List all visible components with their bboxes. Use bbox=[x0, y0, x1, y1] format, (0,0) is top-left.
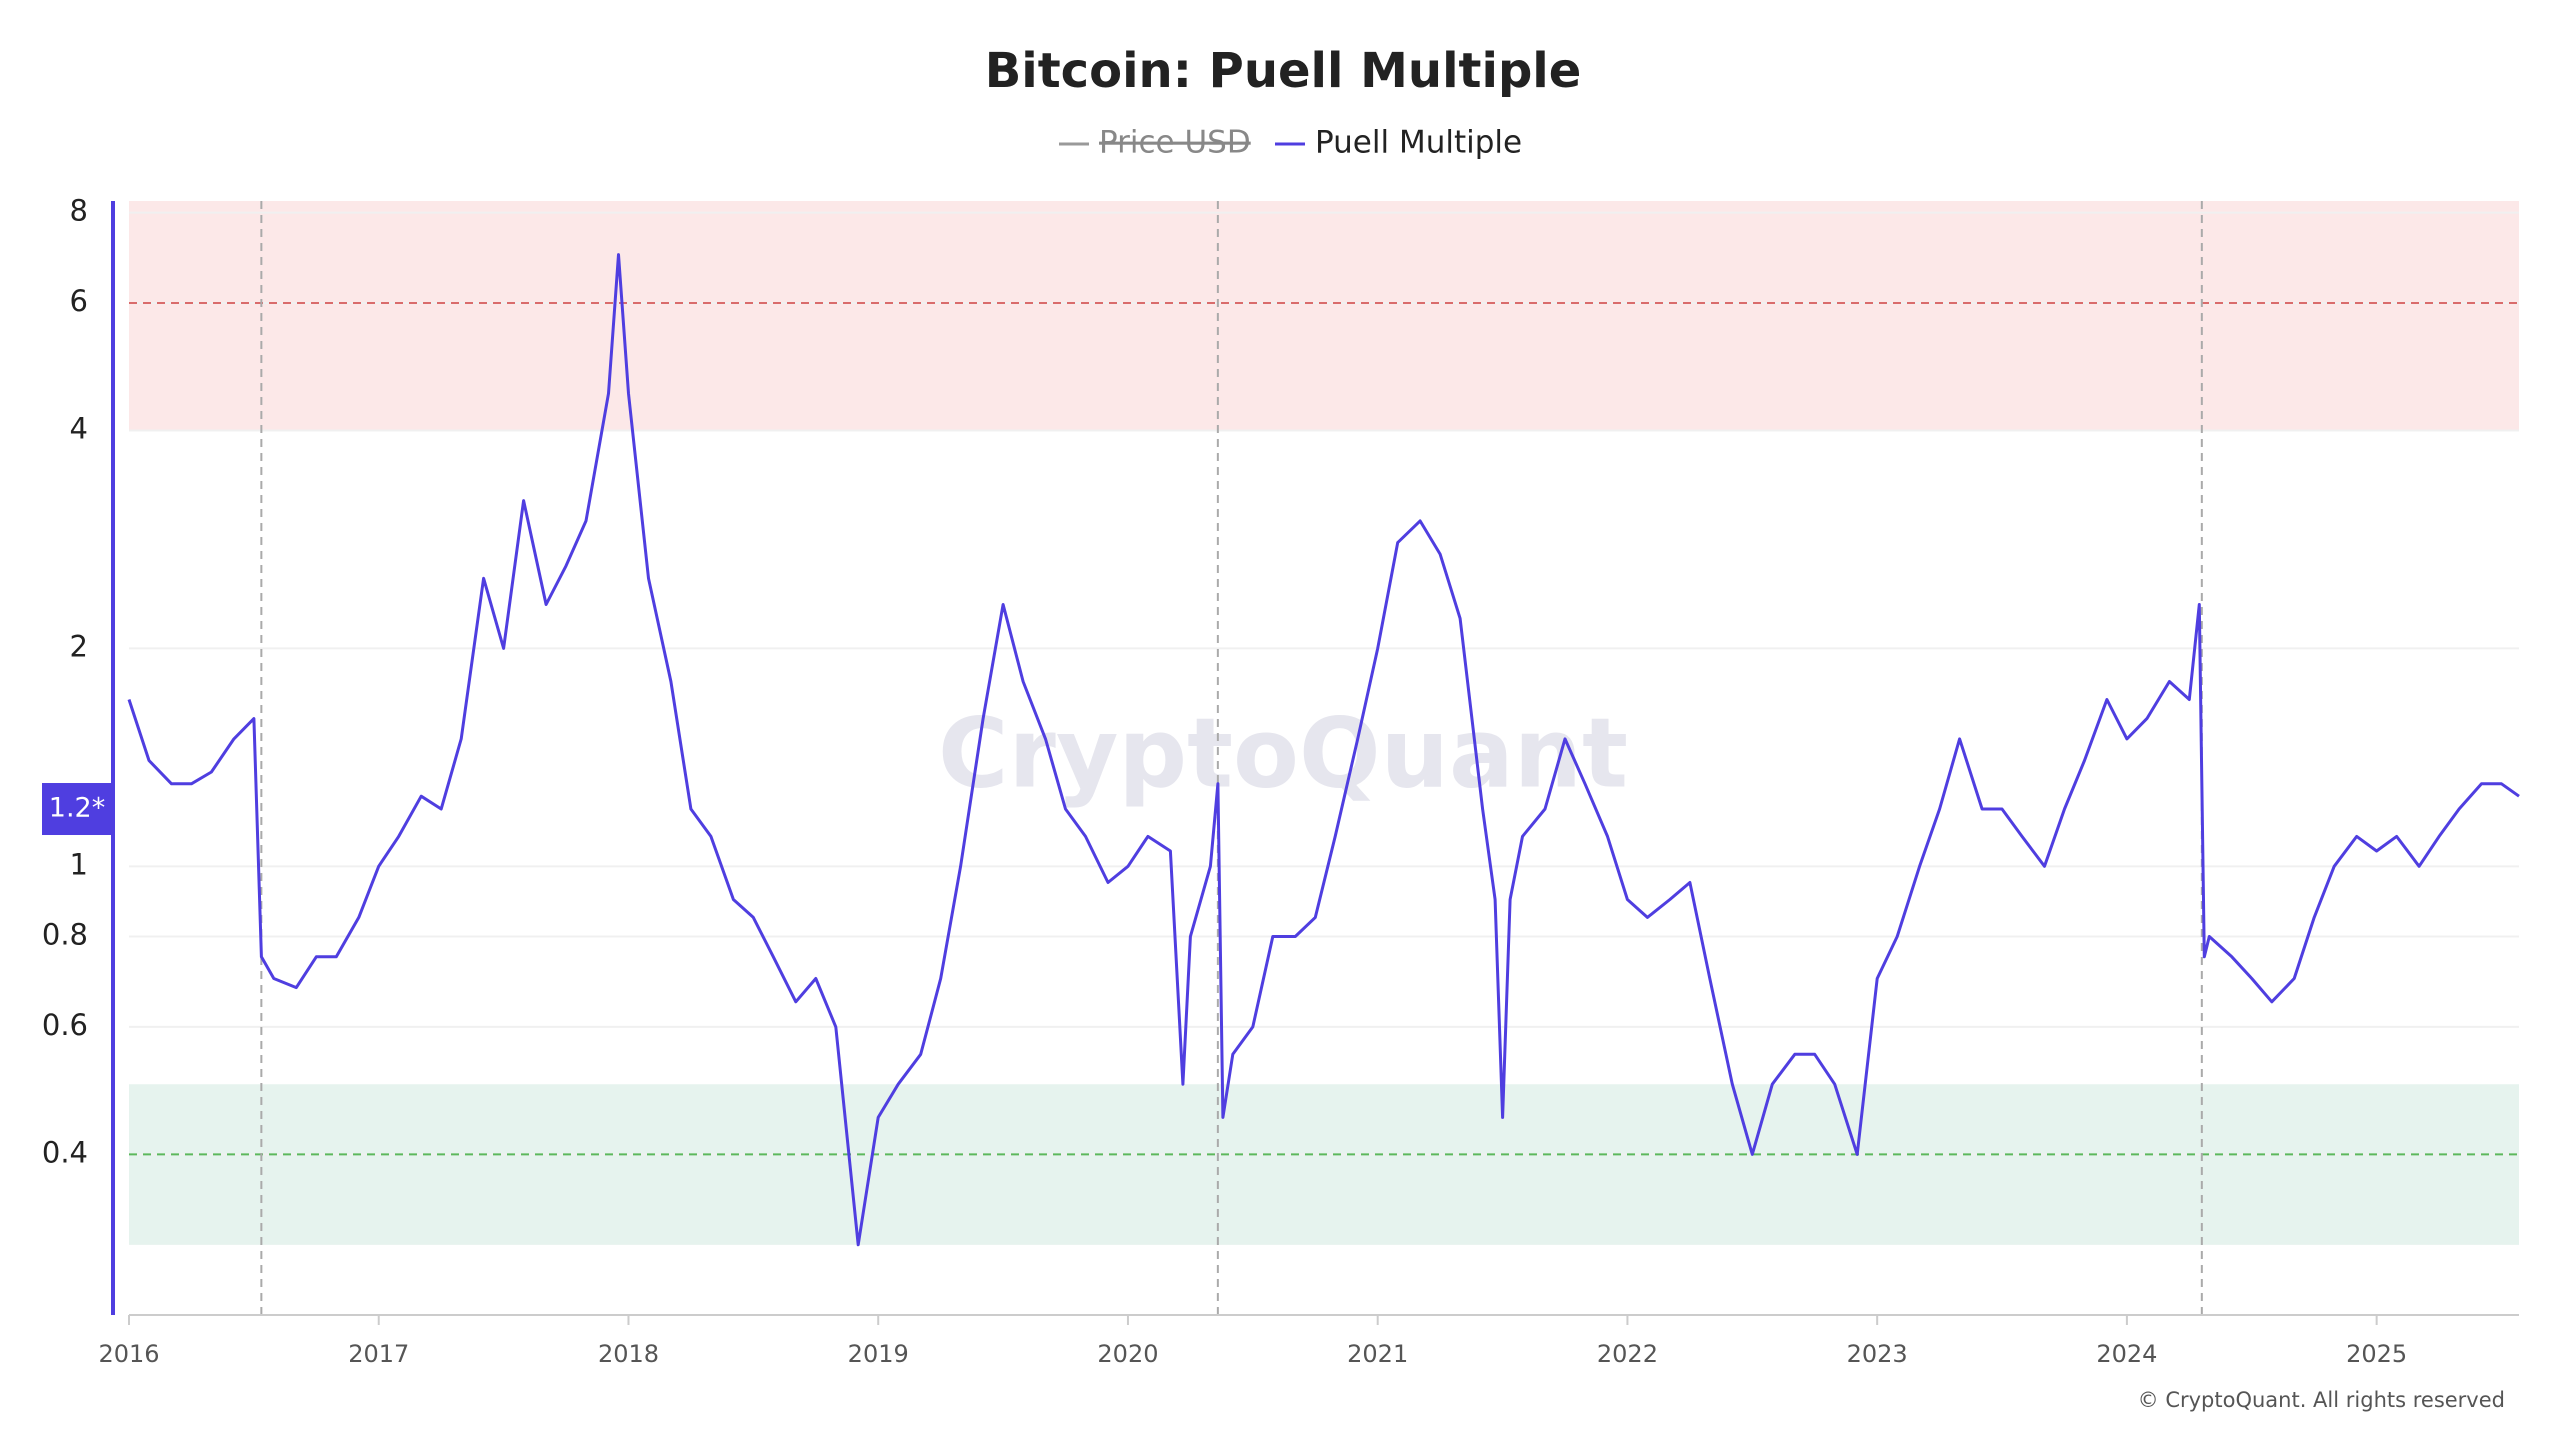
chart-title: Bitcoin: Puell Multiple bbox=[985, 43, 1582, 99]
y-tick-label: 1 bbox=[70, 847, 88, 881]
x-tick-label: 2023 bbox=[1847, 1340, 1908, 1368]
y-tick-label: 0.6 bbox=[42, 1008, 88, 1042]
y-tick-label: 2 bbox=[70, 629, 88, 663]
x-tick-label: 2019 bbox=[848, 1340, 909, 1368]
y-tick-label: 8 bbox=[70, 194, 88, 228]
y-tick-label: 0.8 bbox=[42, 917, 88, 951]
x-tick-label: 2022 bbox=[1597, 1340, 1658, 1368]
zone-band bbox=[129, 1084, 2519, 1245]
y-tick-label: 4 bbox=[70, 411, 88, 445]
copyright: © CryptoQuant. All rights reserved bbox=[2138, 1388, 2505, 1412]
current-value-label: 1.2* bbox=[49, 793, 105, 824]
y-tick-label: 6 bbox=[70, 284, 88, 318]
x-tick-label: 2024 bbox=[2096, 1340, 2157, 1368]
zone-band bbox=[129, 201, 2519, 431]
y-tick-label: 0.4 bbox=[42, 1135, 88, 1169]
x-tick-label: 2025 bbox=[2346, 1340, 2407, 1368]
legend: Price USD Puell Multiple bbox=[1059, 125, 1522, 161]
x-tick-label: 2017 bbox=[348, 1340, 409, 1368]
watermark: CryptoQuant bbox=[938, 697, 1628, 809]
x-tick-label: 2016 bbox=[98, 1340, 159, 1368]
legend-label[interactable]: Price USD bbox=[1099, 125, 1251, 161]
x-tick-label: 2018 bbox=[598, 1340, 659, 1368]
x-tick-label: 2021 bbox=[1347, 1340, 1408, 1368]
current-value-tag bbox=[42, 783, 113, 836]
x-tick-label: 2020 bbox=[1097, 1340, 1158, 1368]
legend-label[interactable]: Puell Multiple bbox=[1315, 125, 1522, 161]
line-series bbox=[127, 253, 2520, 1247]
